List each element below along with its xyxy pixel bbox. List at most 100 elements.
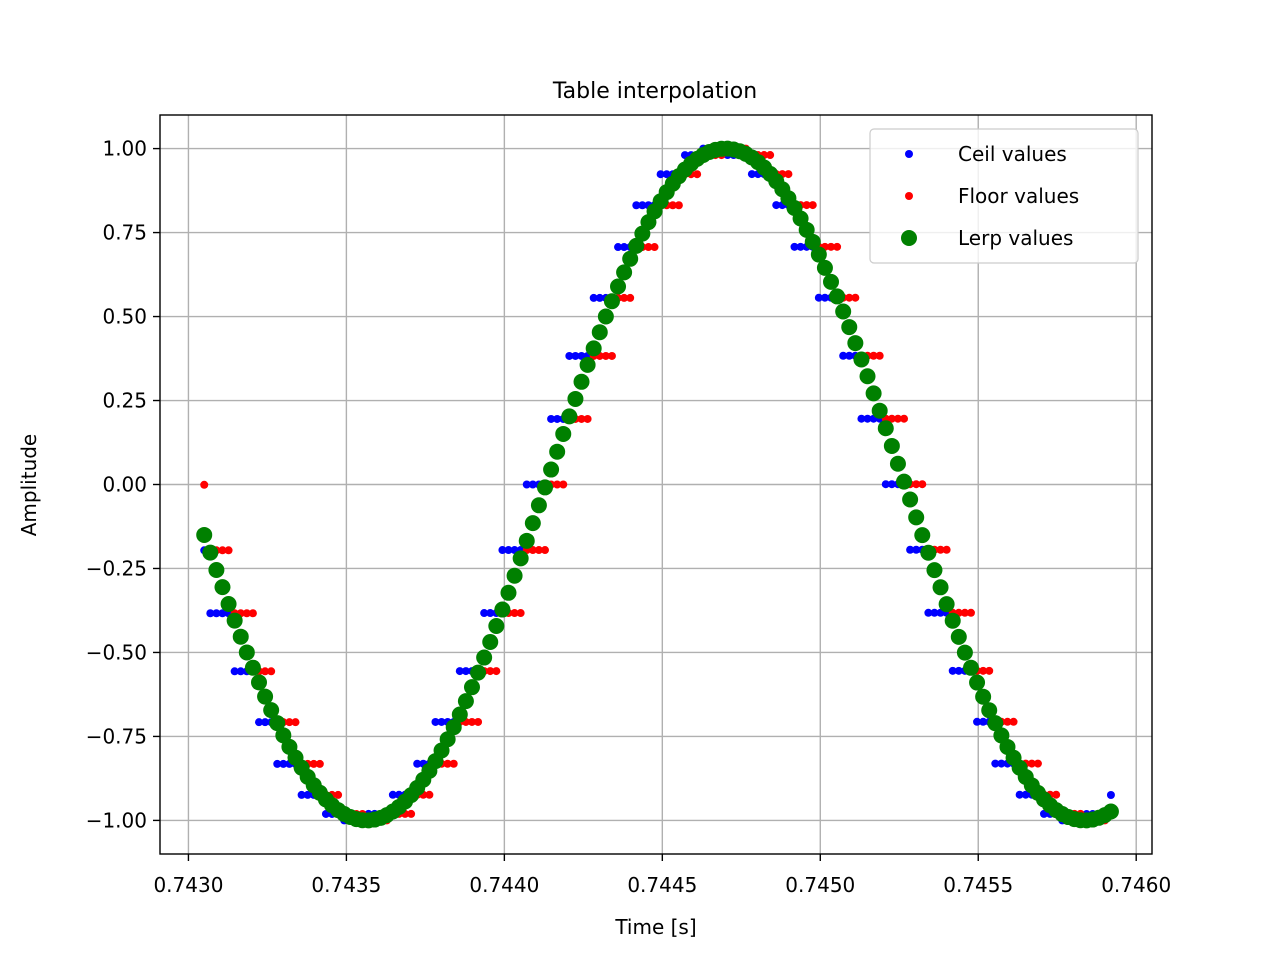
floor-point [979, 666, 988, 675]
floor-point [869, 351, 878, 360]
legend-marker-lerp [901, 230, 917, 246]
floor-point [467, 717, 476, 726]
lerp-point [981, 702, 998, 719]
floor-point [693, 170, 702, 179]
lerp-point [823, 273, 840, 290]
floor-point [601, 351, 610, 360]
lerp-point [610, 278, 627, 295]
lerp-point [518, 532, 535, 549]
lerp-point [549, 443, 566, 460]
lerp-point [853, 351, 870, 368]
x-tick-label: 0.7430 [153, 873, 223, 897]
lerp-point [585, 340, 602, 357]
lerp-point [457, 693, 474, 710]
lerp-point [877, 420, 894, 437]
ceil-point [820, 293, 829, 302]
floor-point [309, 759, 318, 768]
ceil-point [747, 170, 756, 179]
lerp-point [573, 373, 590, 390]
ceil-point [565, 351, 574, 360]
ceil-point [906, 545, 915, 554]
floor-point [1033, 759, 1042, 768]
ceil-point [480, 609, 489, 618]
ceil-point [912, 545, 921, 554]
floor-point [492, 667, 501, 676]
ceil-point [1021, 790, 1030, 799]
ceil-point [261, 718, 270, 727]
y-tick-label: −0.50 [86, 640, 147, 664]
ceil-point [948, 666, 957, 675]
y-tick-label: 0.00 [102, 473, 147, 497]
x-tick-label: 0.7450 [785, 873, 855, 897]
lerp-point [969, 674, 986, 691]
ceil-point [845, 351, 854, 360]
lerp-point [962, 659, 979, 676]
floor-point [200, 480, 209, 489]
ceil-point [297, 790, 306, 799]
lerp-point [902, 491, 919, 508]
floor-point [900, 414, 909, 423]
lerp-point [543, 461, 560, 478]
x-axis-label: Time [s] [614, 915, 696, 939]
lerp-point [439, 731, 456, 748]
ceil-point [1106, 791, 1115, 800]
lerp-point [257, 688, 274, 705]
legend: Ceil values Floor values Lerp values [869, 128, 1139, 264]
floor-point [218, 546, 227, 555]
lerp-point [530, 497, 547, 514]
ceil-point [577, 351, 586, 360]
ceil-point [656, 170, 665, 179]
x-tick-label: 0.7435 [311, 873, 381, 897]
lerp-point [263, 702, 280, 719]
x-tick-label: 0.7460 [1101, 873, 1171, 897]
lerp-point [597, 308, 614, 325]
ceil-point [790, 242, 799, 251]
lerp-point [506, 567, 523, 584]
floor-point [285, 718, 294, 727]
ceil-point [595, 293, 604, 302]
lerp-point [944, 612, 961, 629]
ceil-point [881, 480, 890, 489]
y-tick-label: −1.00 [86, 808, 147, 832]
floor-point [936, 545, 945, 554]
ceil-point [230, 667, 239, 676]
data-points [196, 140, 1119, 829]
floor-point [893, 414, 902, 423]
floor-point [528, 546, 537, 555]
lerp-point [482, 633, 499, 650]
floor-point [912, 480, 921, 489]
lerp-point [244, 659, 261, 676]
ceil-point [638, 201, 647, 210]
ceil-point [839, 351, 848, 360]
floor-point [510, 609, 519, 618]
ceil-point [273, 759, 282, 768]
y-axis-ticks: 1.00 0.75 0.50 0.25 0.00 −0.25 −0.50 −0.75 −1.00 [86, 137, 160, 832]
ceil-point [236, 667, 245, 676]
lerp-point [914, 527, 931, 544]
x-axis-ticks: 0.7430 0.7435 0.7440 0.7445 0.7450 0.7455 0.74… [153, 854, 1171, 897]
legend-marker-floor [905, 192, 913, 200]
lerp-point [798, 221, 815, 238]
ceil-point [863, 414, 872, 423]
lerp-point [451, 706, 468, 723]
ceil-point [772, 201, 781, 210]
floor-point [845, 293, 854, 302]
ceil-point [431, 717, 440, 726]
lerp-point [512, 550, 529, 567]
floor-point [291, 718, 300, 727]
floor-point [784, 170, 793, 179]
floor-point [607, 351, 616, 360]
lerp-point [214, 579, 231, 596]
floor-point [474, 717, 483, 726]
floor-point [443, 759, 452, 768]
ceil-point [973, 717, 982, 726]
ceil-point [218, 609, 227, 618]
floor-point [766, 151, 775, 160]
y-tick-label: −0.25 [86, 556, 147, 580]
lerp-point [591, 324, 608, 341]
floor-point [942, 545, 951, 554]
ceil-point [522, 480, 531, 489]
lerp-point [470, 664, 487, 681]
lerp-point [463, 679, 480, 696]
